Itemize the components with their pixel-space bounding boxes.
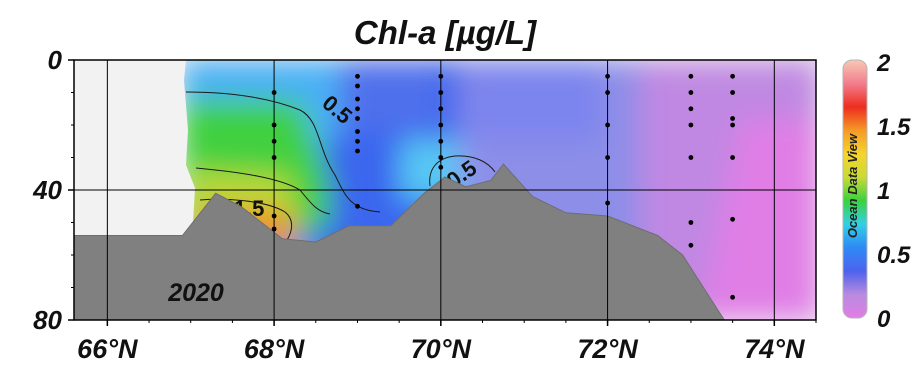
colorbar-tick-label: 2 [876, 50, 891, 77]
grid-lines [74, 60, 816, 320]
sample-point [605, 122, 610, 128]
field-magenta [700, 120, 816, 320]
x-tick-label: 70°N [411, 334, 472, 364]
sample-point [730, 155, 735, 160]
y-tick-label: 0 [48, 45, 63, 75]
colorbar-ticks: 0 0.5 1 1.5 2 [876, 50, 911, 333]
contour-0.5-east [429, 155, 496, 187]
sample-point [355, 138, 360, 144]
sample-point [605, 155, 610, 160]
y-tick-label: 80 [33, 305, 62, 335]
sample-point [688, 106, 694, 112]
sample-point [355, 73, 360, 79]
colorbar-ramp [842, 59, 868, 319]
plot-area: 0.51.50.5 2020 [73, 59, 817, 321]
sample-point [688, 122, 694, 128]
sample-point [730, 294, 735, 300]
sample-point [438, 106, 444, 112]
sample-point [438, 122, 444, 128]
sample-point [438, 138, 444, 144]
sample-point [355, 116, 360, 121]
colorbar-label: Ocean Data View [845, 133, 860, 238]
colorbar-tick-label: 1 [877, 178, 890, 205]
sample-point [688, 155, 694, 160]
contour-0.5-west [185, 91, 381, 213]
contour-1.0 [195, 167, 331, 215]
sample-point [730, 73, 735, 79]
no-data-region [74, 60, 195, 240]
x-tick-label: 72°N [577, 334, 638, 364]
sample-point [730, 90, 735, 95]
colorbar: Ocean Data View 0 0.5 1 1.5 2 [842, 50, 911, 333]
x-tick-label: 66°N [77, 334, 138, 364]
colorbar-tick-label: 1.5 [877, 114, 911, 141]
sample-point [355, 106, 360, 112]
sample-point [605, 200, 610, 206]
sample-point [271, 213, 277, 219]
sample-point [688, 220, 694, 225]
colorbar-tick-label: 0.5 [877, 242, 911, 269]
y-axis: 0 40 80 [32, 45, 74, 335]
sample-point [730, 116, 735, 121]
sample-point [271, 90, 277, 95]
y-tick-label: 40 [32, 175, 62, 205]
sample-point [355, 203, 360, 209]
sample-point [605, 90, 610, 95]
sample-point [438, 155, 444, 160]
sample-point [271, 226, 277, 232]
sample-point [271, 155, 277, 160]
sample-point [355, 129, 360, 134]
chart-title: Chl-a [µg/L] [354, 14, 537, 51]
sample-point [688, 73, 694, 79]
sample-point [730, 122, 735, 128]
field-mid-periwinkle [470, 60, 600, 140]
sample-point [688, 90, 694, 95]
sample-point [355, 83, 360, 89]
sample-point [438, 73, 444, 79]
sample-point [271, 122, 277, 128]
sample-point [355, 96, 360, 102]
station-samples [271, 73, 735, 300]
sample-point [605, 73, 610, 79]
x-tick-label: 74°N [744, 334, 805, 364]
colorbar-tick-label: 0 [877, 306, 891, 333]
sample-point [438, 90, 444, 95]
field-upper-mid [340, 60, 440, 130]
x-tick-label: 68°N [244, 334, 305, 364]
sample-point [355, 148, 360, 154]
sample-point [688, 242, 694, 248]
x-axis: 66°N 68°N 70°N 72°N 74°N [77, 320, 817, 364]
sample-point [271, 138, 277, 144]
year-label: 2020 [167, 279, 224, 307]
sample-point [730, 216, 735, 222]
seafloor-bathymetry [73, 163, 726, 321]
sample-point [438, 164, 444, 170]
